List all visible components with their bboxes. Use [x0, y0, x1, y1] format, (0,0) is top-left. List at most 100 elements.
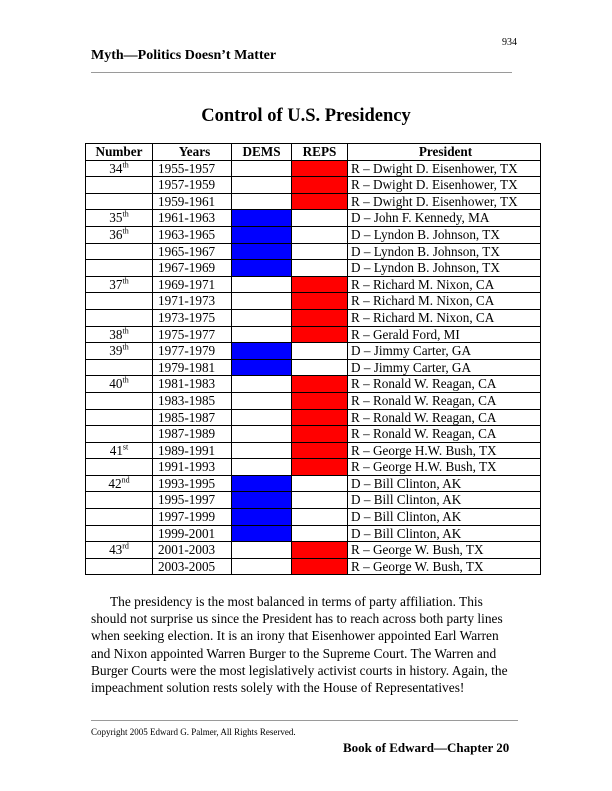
years-cell: 1995-1997 [152, 491, 232, 510]
president-number-cell: 42nd [85, 474, 153, 493]
ordinal-suffix: th [122, 342, 129, 352]
president-name-cell: R – Dwight D. Eisenhower, TX [347, 176, 541, 194]
table-row: 1959-1961 R – Dwight D. Eisenhower, TX [85, 192, 541, 211]
page-title: Control of U.S. Presidency [201, 106, 411, 126]
president-number-cell [85, 242, 153, 261]
president-number-cell [85, 524, 153, 543]
years-cell: 1989-1991 [152, 441, 232, 460]
reps-marker-filled [291, 308, 348, 327]
reps-marker-filled [291, 408, 348, 427]
president-number-cell: 35th [85, 209, 153, 227]
dems-marker-empty [231, 441, 292, 460]
president-number-cell [85, 308, 153, 327]
years-cell: 1965-1967 [152, 242, 232, 261]
header-divider [91, 72, 512, 73]
table-row: 1995-1997 D – Bill Clinton, AK [85, 491, 541, 510]
body-paragraph: The presidency is the most balanced in t… [91, 594, 508, 696]
ordinal-suffix: st [122, 442, 129, 452]
years-cell: 1993-1995 [152, 474, 232, 493]
dems-marker-filled [231, 358, 292, 377]
table-row: 1973-1975 R – Richard M. Nixon, CA [85, 308, 541, 327]
reps-marker-filled [291, 176, 348, 194]
president-number-cell: 34th [85, 159, 153, 178]
president-number: 36 [109, 226, 123, 242]
dems-marker-empty [231, 458, 292, 476]
dems-marker-filled [231, 225, 292, 244]
reps-marker-empty [291, 358, 348, 377]
dems-marker-empty [231, 308, 292, 327]
dems-marker-empty [231, 425, 292, 443]
ordinal-suffix: th [122, 375, 129, 385]
president-number-cell [85, 508, 153, 526]
years-cell: 1977-1979 [152, 342, 232, 360]
table-row: 34th 1955-1957 R – Dwight D. Eisenhower, T… [85, 159, 541, 178]
table-row: 1979-1981 D – Jimmy Carter, GA [85, 358, 541, 377]
reps-marker-filled [291, 325, 348, 344]
reps-marker-filled [291, 541, 348, 559]
president-number: 43 [109, 542, 123, 558]
president-number: 41 [109, 442, 123, 458]
president-number-cell [85, 458, 153, 476]
years-cell: 1967-1969 [152, 259, 232, 277]
reps-marker-filled [291, 425, 348, 443]
president-name-cell: D – Bill Clinton, AK [347, 474, 541, 493]
president-name-cell: R – Ronald W. Reagan, CA [347, 408, 541, 427]
table-row: 38th 1975-1977 R – Gerald Ford, MI [85, 325, 541, 344]
table-row: 39th 1977-1979 D – Jimmy Carter, GA [85, 342, 541, 360]
table-header-row: Number Years DEMS REPS President [85, 143, 541, 161]
dems-marker-filled [231, 474, 292, 493]
president-name-cell: D – Bill Clinton, AK [347, 524, 541, 543]
ordinal-suffix: rd [122, 541, 129, 551]
president-number-cell [85, 391, 153, 410]
years-cell: 1987-1989 [152, 425, 232, 443]
years-cell: 1985-1987 [152, 408, 232, 427]
reps-marker-filled [291, 391, 348, 410]
reps-marker-empty [291, 225, 348, 244]
dems-marker-empty [231, 375, 292, 393]
president-name-cell: R – Ronald W. Reagan, CA [347, 391, 541, 410]
president-name-cell: R – Richard M. Nixon, CA [347, 308, 541, 327]
president-number-cell: 41st [85, 441, 153, 460]
president-number-cell [85, 176, 153, 194]
president-number-cell [85, 259, 153, 277]
president-number-cell: 36th [85, 225, 153, 244]
reps-marker-empty [291, 259, 348, 277]
dems-marker-filled [231, 209, 292, 227]
president-number-cell: 39th [85, 342, 153, 360]
president-name-cell: R – Richard M. Nixon, CA [347, 292, 541, 310]
ordinal-suffix: th [122, 326, 129, 336]
column-header-dems: DEMS [231, 143, 292, 161]
page-number: 934 [502, 37, 517, 48]
president-number-cell [85, 408, 153, 427]
column-header-president: President [347, 143, 541, 161]
president-name-cell: R – George W. Bush, TX [347, 557, 541, 576]
dems-marker-filled [231, 491, 292, 510]
running-header-title: Myth—Politics Doesn’t Matter [91, 48, 277, 63]
dems-marker-empty [231, 541, 292, 559]
president-number-cell [85, 292, 153, 310]
table-row: 1991-1993 R – George H.W. Bush, TX [85, 458, 541, 476]
president-name-cell: R – George H.W. Bush, TX [347, 458, 541, 476]
column-header-number: Number [85, 143, 153, 161]
dems-marker-filled [231, 242, 292, 261]
table-row: 36th 1963-1965 D – Lyndon B. Johnson, TX [85, 225, 541, 244]
table-row: 1983-1985 R – Ronald W. Reagan, CA [85, 391, 541, 410]
president-number: 40 [109, 376, 123, 392]
president-name-cell: R – Gerald Ford, MI [347, 325, 541, 344]
president-number-cell: 43rd [85, 541, 153, 559]
dems-marker-empty [231, 275, 292, 294]
dems-marker-empty [231, 391, 292, 410]
dems-marker-empty [231, 408, 292, 427]
ordinal-suffix: th [122, 160, 129, 170]
years-cell: 1961-1963 [152, 209, 232, 227]
years-cell: 1959-1961 [152, 192, 232, 211]
president-name-cell: R – Richard M. Nixon, CA [347, 275, 541, 294]
president-name-cell: D – Bill Clinton, AK [347, 508, 541, 526]
reps-marker-filled [291, 275, 348, 294]
table-row: 1985-1987 R – Ronald W. Reagan, CA [85, 408, 541, 427]
dems-marker-empty [231, 557, 292, 576]
table-row: 1971-1973 R – Richard M. Nixon, CA [85, 292, 541, 310]
years-cell: 2001-2003 [152, 541, 232, 559]
president-name-cell: R – George H.W. Bush, TX [347, 441, 541, 460]
president-number-cell [85, 491, 153, 510]
